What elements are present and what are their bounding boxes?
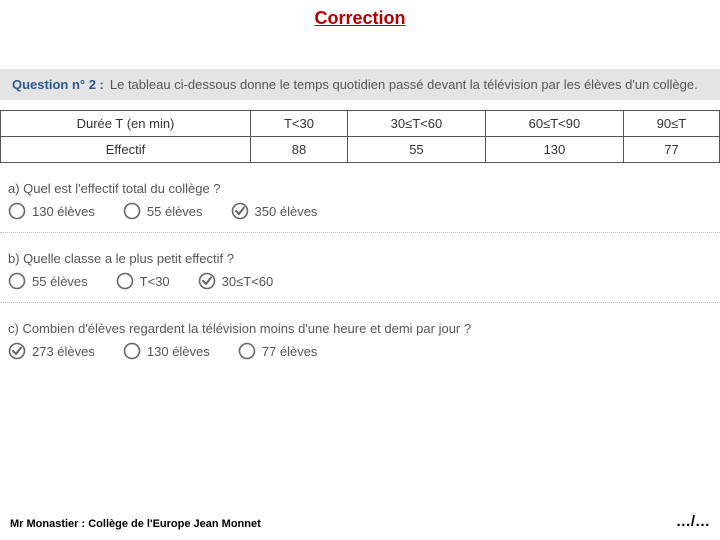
- answer-option[interactable]: 350 élèves: [231, 202, 318, 220]
- table-cell: T<30: [251, 111, 348, 137]
- radio-icon[interactable]: [123, 202, 141, 220]
- table-cell: Durée T (en min): [1, 111, 251, 137]
- sub-question-text: c) Combien d'élèves regardent la télévis…: [8, 321, 712, 336]
- option-label: 77 élèves: [262, 344, 318, 359]
- answer-option[interactable]: 55 élèves: [8, 272, 88, 290]
- question-badge: Question n° 2 :: [12, 77, 104, 92]
- table-row: Durée T (en min) T<30 30≤T<60 60≤T<90 90…: [1, 111, 720, 137]
- table-cell: 130: [485, 137, 623, 163]
- question-text: Le tableau ci-dessous donne le temps quo…: [110, 77, 698, 92]
- sub-question-text: b) Quelle classe a le plus petit effecti…: [8, 251, 712, 266]
- radio-checked-icon[interactable]: [8, 342, 26, 360]
- table-row: Effectif 88 55 130 77: [1, 137, 720, 163]
- answer-option[interactable]: 55 élèves: [123, 202, 203, 220]
- question-header: Question n° 2 : Le tableau ci-dessous do…: [0, 69, 720, 100]
- answer-option[interactable]: T<30: [116, 272, 170, 290]
- radio-checked-icon[interactable]: [231, 202, 249, 220]
- option-row: 55 élèves T<30 30≤T<60: [8, 272, 712, 290]
- option-label: 273 élèves: [32, 344, 95, 359]
- radio-icon[interactable]: [8, 272, 26, 290]
- option-label: 130 élèves: [147, 344, 210, 359]
- radio-icon[interactable]: [116, 272, 134, 290]
- page-indicator: …/…: [676, 513, 710, 530]
- radio-checked-icon[interactable]: [198, 272, 216, 290]
- sub-question: a) Quel est l'effectif total du collège …: [0, 181, 720, 220]
- page-title: Correction: [0, 0, 720, 29]
- footer-left: Mr Monastier : Collège de l'Europe Jean …: [10, 518, 261, 530]
- option-label: 55 élèves: [32, 274, 88, 289]
- option-label: 350 élèves: [255, 204, 318, 219]
- radio-icon[interactable]: [238, 342, 256, 360]
- answer-option[interactable]: 30≤T<60: [198, 272, 274, 290]
- option-row: 273 élèves 130 élèves 77 élèves: [8, 342, 712, 360]
- table-cell: 90≤T: [623, 111, 719, 137]
- radio-icon[interactable]: [8, 202, 26, 220]
- option-label: 55 élèves: [147, 204, 203, 219]
- option-label: 30≤T<60: [222, 274, 274, 289]
- table-cell: 77: [623, 137, 719, 163]
- sub-question: c) Combien d'élèves regardent la télévis…: [0, 321, 720, 360]
- answer-option[interactable]: 130 élèves: [8, 202, 95, 220]
- sub-question-text: a) Quel est l'effectif total du collège …: [8, 181, 712, 196]
- option-label: 130 élèves: [32, 204, 95, 219]
- data-table: Durée T (en min) T<30 30≤T<60 60≤T<90 90…: [0, 110, 720, 163]
- table-cell: 55: [347, 137, 485, 163]
- answer-option[interactable]: 77 élèves: [238, 342, 318, 360]
- divider: [0, 302, 720, 303]
- table-cell: 30≤T<60: [347, 111, 485, 137]
- table-cell: 88: [251, 137, 348, 163]
- answer-option[interactable]: 130 élèves: [123, 342, 210, 360]
- table-cell: Effectif: [1, 137, 251, 163]
- option-row: 130 élèves 55 élèves 350 élèves: [8, 202, 712, 220]
- table-cell: 60≤T<90: [485, 111, 623, 137]
- footer: Mr Monastier : Collège de l'Europe Jean …: [0, 513, 720, 530]
- sub-question: b) Quelle classe a le plus petit effecti…: [0, 251, 720, 290]
- answer-option[interactable]: 273 élèves: [8, 342, 95, 360]
- divider: [0, 232, 720, 233]
- radio-icon[interactable]: [123, 342, 141, 360]
- option-label: T<30: [140, 274, 170, 289]
